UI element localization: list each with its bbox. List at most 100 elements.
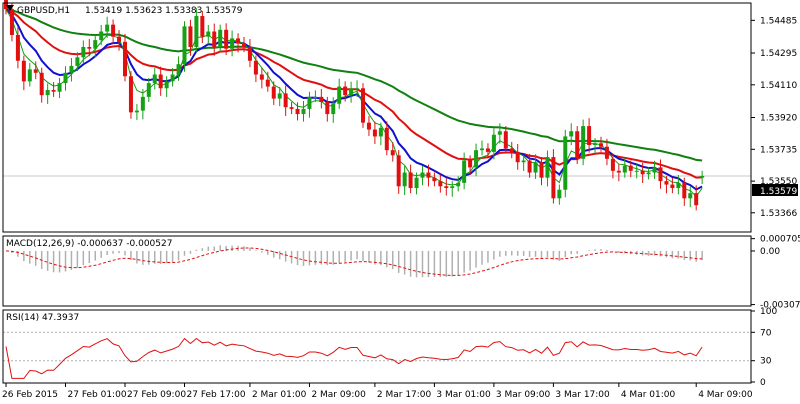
price-frame: [2, 2, 752, 233]
candle-bull: [646, 172, 651, 175]
candle-bear: [253, 60, 258, 75]
candle-bear: [51, 89, 56, 92]
price-y-tick-label: 1.54110: [760, 81, 797, 91]
x-tick-label: 27 Feb 01:00: [68, 390, 127, 400]
price-y-tick-label: 1.53366: [760, 209, 797, 219]
candle-bear: [604, 146, 609, 159]
candle-bull: [69, 65, 74, 73]
price-panel: [4, 0, 705, 211]
candle-bull: [450, 186, 455, 189]
candle-bear: [15, 34, 20, 61]
dropdown-triangle-icon[interactable]: [6, 5, 14, 11]
macd-y-tick-label: 0.00: [760, 247, 780, 257]
candle-bear: [271, 86, 276, 99]
candle-bear: [670, 184, 675, 189]
candle-bear: [236, 38, 241, 44]
rsi-line: [5, 337, 703, 379]
candle-bear: [527, 160, 532, 173]
candle-bull: [170, 74, 175, 82]
candle-bear: [361, 88, 365, 123]
x-tick-label: 2 Mar 17:00: [377, 390, 432, 400]
price-y-tick-label: 1.54485: [760, 16, 797, 26]
x-tick-label: 2 Mar 01:00: [252, 390, 307, 400]
candle-bull: [337, 86, 342, 104]
candle-bear: [682, 182, 687, 199]
candle-bull: [218, 29, 223, 47]
candle-bear: [325, 102, 330, 115]
candle-bull: [557, 189, 562, 199]
candle-bull: [462, 160, 467, 183]
candle-bear: [283, 93, 288, 108]
candle-bear: [200, 16, 205, 37]
candle-bull: [688, 193, 693, 199]
candle-bear: [539, 162, 544, 178]
candle-bear: [295, 108, 300, 115]
candle-bear: [438, 181, 443, 187]
candle-bull: [634, 170, 639, 172]
candle-bear: [509, 148, 514, 152]
price-y-tick-label: 1.53735: [760, 145, 797, 155]
candle-bear: [33, 69, 38, 73]
candle-bear: [224, 29, 229, 49]
candle-bull: [27, 69, 32, 82]
candle-bull: [533, 162, 538, 173]
candle-bear: [551, 157, 556, 199]
current-price-value: 1.53579: [760, 187, 797, 197]
candle-bear: [587, 126, 592, 146]
x-tick-label: 3 Mar 09:00: [496, 390, 551, 400]
x-tick-label: 4 Mar 09:00: [698, 390, 753, 400]
candle-bull: [676, 182, 681, 189]
candle-bull: [593, 143, 598, 146]
candle-bull: [331, 103, 336, 115]
candle-bear: [444, 186, 449, 189]
candle-bull: [81, 46, 86, 58]
rsi-frame: [2, 309, 752, 384]
candle-bull: [474, 150, 479, 168]
candle-bull: [307, 96, 312, 109]
candle-bull: [105, 24, 110, 32]
candle-bear: [188, 26, 193, 47]
candle-bear: [372, 129, 377, 137]
macd-y-tick-label: -0.003076: [760, 301, 800, 311]
price-y-tick-label: 1.54295: [760, 49, 797, 59]
candle-bull: [378, 127, 383, 137]
candle-bear: [384, 127, 389, 151]
candle-bear: [242, 43, 246, 47]
candle-bull: [75, 57, 80, 66]
candle-bear: [485, 148, 490, 152]
candle-bear: [265, 79, 270, 87]
candle-bear: [396, 155, 401, 187]
candle-bull: [700, 175, 705, 178]
x-tick-label: 2 Mar 09:00: [311, 390, 366, 400]
candle-bull: [146, 83, 151, 97]
candle-bear: [158, 74, 163, 89]
candle-bear: [247, 46, 252, 61]
candle-bear: [432, 177, 437, 182]
rsi-label: RSI(14) 47.3937: [6, 313, 79, 323]
candle-bull: [277, 93, 282, 99]
candle-bull: [313, 96, 318, 98]
current-price-tag: [752, 184, 798, 196]
candle-bear: [426, 172, 431, 178]
x-tick-label: 27 Feb 17:00: [187, 390, 246, 400]
x-tick-label: 4 Mar 01:00: [621, 390, 676, 400]
price-y-tick-label: 1.53920: [760, 114, 797, 124]
candle-bear: [9, 9, 14, 35]
symbol-label: GBPUSD,H1: [17, 6, 70, 16]
ma-fast-line: [5, 8, 703, 191]
candle-bull: [182, 26, 187, 65]
candle-bull: [480, 148, 484, 151]
x-tick-label: 26 Feb 2015: [2, 390, 58, 400]
x-tick-label: 3 Mar 01:00: [436, 390, 491, 400]
candle-bull: [194, 16, 199, 47]
candle-bear: [21, 60, 26, 82]
ma-slow-line: [5, 8, 703, 162]
candle-bull: [581, 126, 586, 159]
candle-bear: [212, 31, 217, 47]
grid-layer: 1.54485 1.54295 1.54110 1.53920 1.53735 1.535…: [2, 16, 800, 400]
candle-bear: [87, 46, 92, 49]
candle-bear: [117, 36, 122, 42]
ma-thin-line: [5, 8, 703, 198]
candle-bull: [569, 131, 574, 137]
